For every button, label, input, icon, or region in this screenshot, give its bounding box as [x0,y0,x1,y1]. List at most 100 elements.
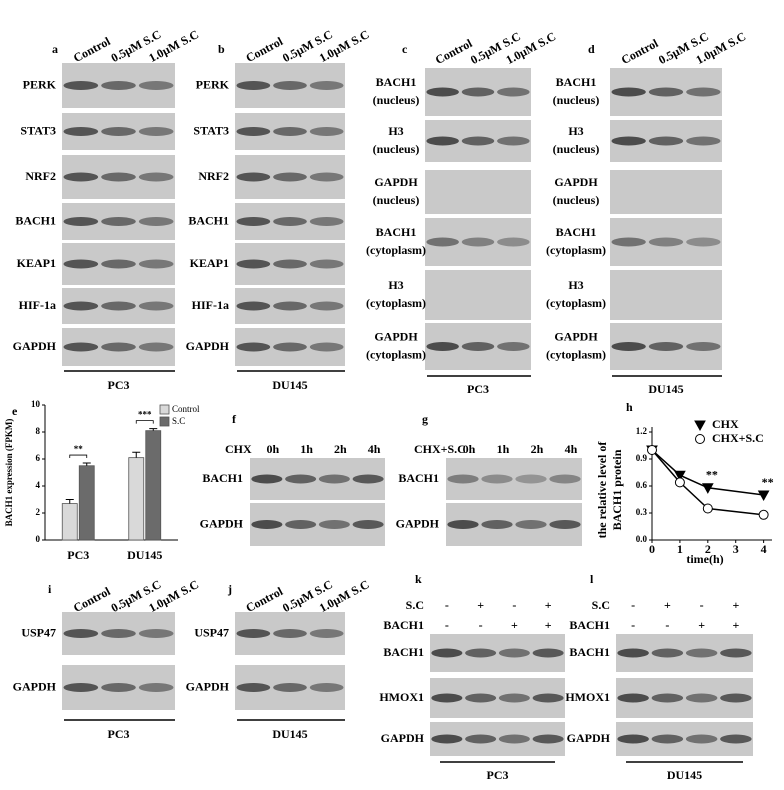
condition-name: S.C [406,598,424,612]
x-tick-label: 4 [761,542,767,556]
row-label: (cytoplasm) [546,347,606,361]
bar [78,465,95,541]
band [138,259,174,269]
row-label: GAPDH [381,731,425,745]
blot [425,270,531,320]
band [63,683,99,692]
row-label: BACH1 [376,225,417,239]
time-label: 4h [565,442,578,456]
band [101,127,136,136]
row-label: NRF2 [25,169,56,183]
band [447,520,479,529]
band [101,217,136,226]
row-label: BACH1 [569,645,610,659]
row-label: BACH1 [398,471,439,485]
row-label: (nucleus) [553,193,600,207]
band [465,734,497,744]
row-label: GAPDH [200,516,244,530]
row-label: USP47 [21,625,56,639]
x-tick-label: PC3 [67,548,89,562]
row-label: (nucleus) [373,142,420,156]
band [251,520,283,529]
row-label: HIF-1a [192,298,229,312]
row-label: GAPDH [186,679,230,693]
row-label: (cytoplasm) [366,243,426,257]
band [285,474,317,484]
marker [674,477,685,488]
band [686,342,721,351]
band [431,734,463,744]
line [651,449,764,516]
row-label: BACH1 [376,75,417,89]
row-label: H3 [568,278,583,292]
band [426,342,459,351]
band [686,136,721,146]
row-label: (nucleus) [373,193,420,207]
row-label: (cytoplasm) [366,296,426,310]
band [497,87,530,97]
band [273,81,307,90]
bar [128,457,145,541]
significance: *** [138,410,152,420]
row-label: STAT3 [193,123,229,137]
band [617,648,649,658]
panel-letter: j [227,582,232,596]
band [138,683,174,692]
band [236,81,271,90]
bar [61,503,78,541]
error-bar [132,451,141,458]
band [251,474,283,484]
panel-letter: f [232,412,237,426]
y-tick-label: 0.6 [636,480,648,490]
band [461,342,495,351]
band [138,342,174,352]
marker [702,503,713,514]
band [236,683,271,692]
band [309,342,344,352]
row-label: GAPDH [554,329,598,343]
band [465,693,497,703]
condition-sign: + [732,598,739,612]
band [101,683,136,692]
lane-label: Control [243,584,285,615]
time-label: 0h [267,442,280,456]
band [497,342,530,351]
band [309,301,344,311]
band [63,81,99,90]
row-label: GAPDH [13,679,57,693]
condition-sign: - [479,618,483,632]
x-tick-label: 3 [733,542,739,556]
band [309,259,344,269]
row-label: KEAP1 [17,256,56,270]
blot [610,170,722,214]
row-label: (nucleus) [553,142,600,156]
band [431,693,463,703]
row-label: GAPDH [374,329,418,343]
band [101,342,136,352]
y-tick-label: 1.2 [636,426,648,436]
band [720,693,752,703]
band [611,237,646,247]
y-axis-label: BACH1 protein [610,449,624,530]
significance-bracket [69,454,88,459]
band [309,127,344,136]
band [273,217,307,226]
time-label: 4h [368,442,381,456]
condition-sign: - [512,598,516,612]
cell-line: DU145 [272,727,307,741]
band [685,734,718,744]
condition-name: BACH1 [569,618,610,632]
band [236,629,271,638]
band [101,172,136,182]
condition-sign: - [445,598,449,612]
panel-letter: c [402,42,408,56]
band [648,87,684,97]
row-label: GAPDH [554,175,598,189]
cell-line: PC3 [108,727,130,741]
band [273,259,307,269]
blot [610,270,722,320]
band [426,136,459,146]
band [236,342,271,352]
y-tick-label: 0.9 [636,453,648,463]
band [285,520,317,529]
